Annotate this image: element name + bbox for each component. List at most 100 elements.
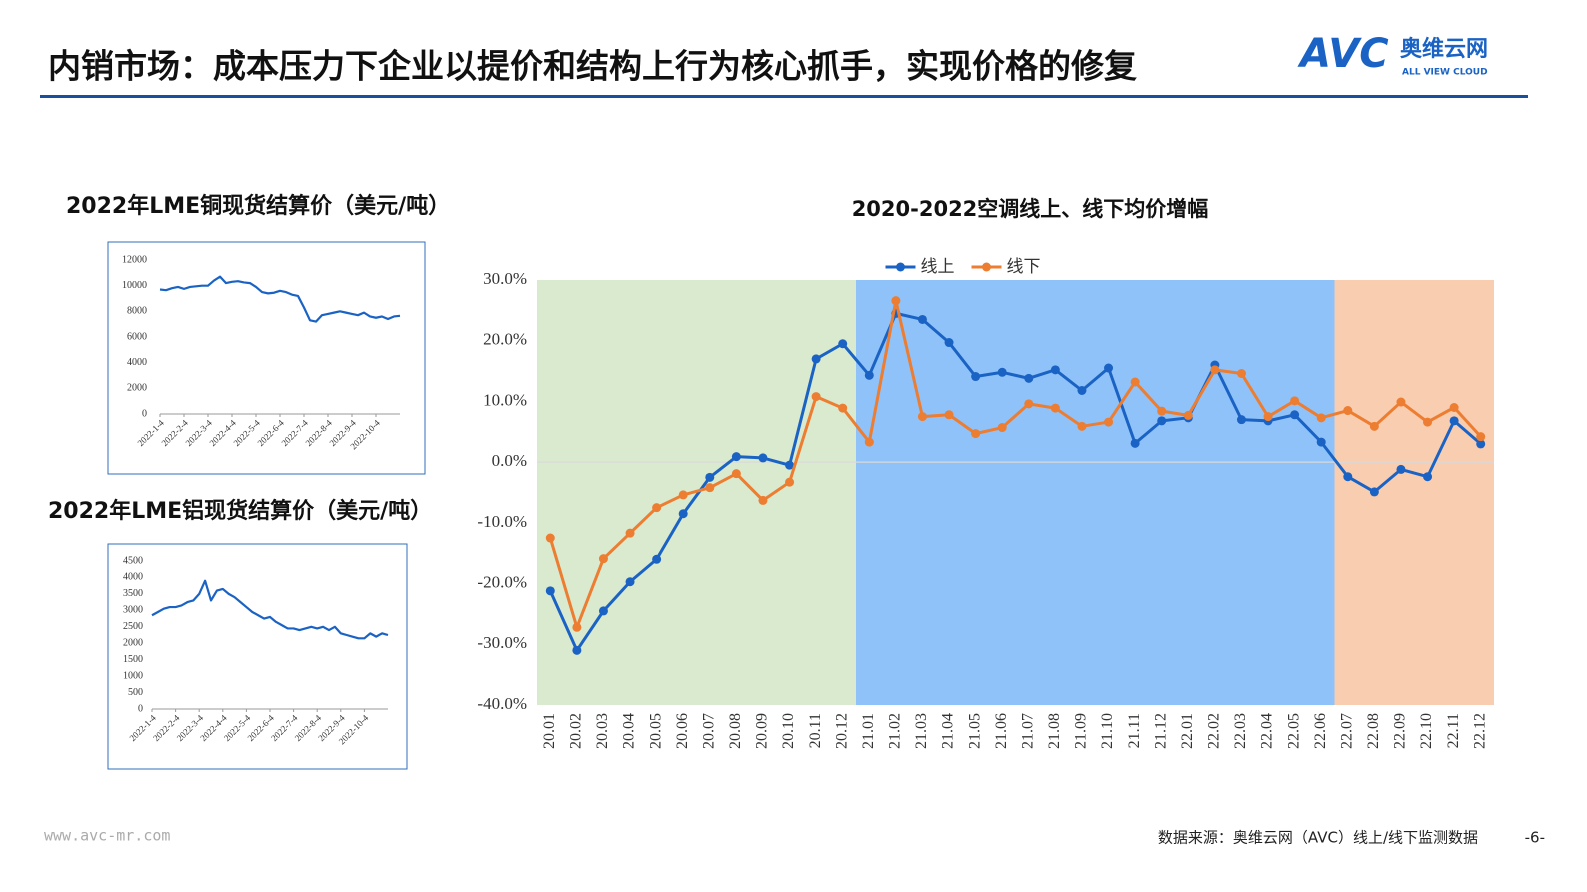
point [1343,406,1353,416]
y-tick-label: 2000 [127,383,147,394]
y-tick-label: 4000 [127,357,147,368]
point [1104,417,1114,427]
point [1077,421,1087,431]
point [1369,487,1379,497]
y-tick-label: 4500 [123,555,143,566]
point [1210,365,1220,375]
series-line [159,275,401,323]
x-tick-label: 21.07 [1019,713,1036,749]
point [971,372,981,382]
logo: AVC 奥维云网 ALL VIEW CLOUD [1297,31,1488,78]
x-tick-label: 22.05 [1285,713,1302,749]
footer-source: 数据来源：奥维云网（AVC）线上/线下监测数据 [1158,829,1478,847]
series-line [548,299,1482,629]
point [1290,396,1300,406]
y-tick-label: 6000 [127,331,147,342]
point [1104,363,1114,373]
y-tick-label: 4000 [123,572,143,583]
shaded-range [1334,280,1494,705]
point [944,410,954,420]
point [545,586,555,596]
y-tick-label: 500 [128,687,143,698]
footer-url: www.avc-mr.com [44,827,170,845]
point [997,423,1007,433]
x-tick-label: 20.08 [727,713,744,749]
point [1157,416,1167,426]
point [1396,397,1406,407]
point [838,339,848,349]
series-line [151,579,389,640]
point [1316,413,1326,423]
y-tick-label: 1500 [123,654,143,665]
x-tick-label: 20.11 [807,713,824,748]
point [1396,464,1406,474]
y-tick-label: 20.0% [483,330,527,349]
x-tick-label: 22.07 [1338,713,1355,749]
point [1236,369,1246,378]
x-tick-label: 22.02 [1206,713,1223,749]
point [545,533,555,543]
y-tick-label: 3000 [123,605,143,616]
x-tick-label: 21.04 [940,713,957,749]
point [785,477,795,487]
y-tick-label: 2000 [123,638,143,649]
y-tick-label: 2500 [123,621,143,632]
x-tick-label: 21.03 [913,713,930,749]
y-tick-label: 30.0% [483,269,527,288]
x-tick-label: 22.10 [1418,713,1435,749]
y-tick-label: 1000 [123,670,143,681]
point [864,370,874,380]
point [917,314,927,324]
shaded-range [856,280,1335,705]
point [1050,365,1060,375]
point [678,490,688,500]
x-tick-label: 21.12 [1152,713,1169,749]
point [1449,403,1459,412]
point [598,606,608,616]
x-tick-label: 22.01 [1179,713,1196,749]
point [1130,438,1140,448]
y-tick-label: -40.0% [477,694,527,713]
point [705,472,715,482]
x-tick-label: 21.05 [966,713,983,749]
slide-title: 内销市场：成本压力下企业以提价和结构上行为核心抓手，实现价格的修复 [48,47,1137,86]
point [1263,412,1273,422]
point [731,452,741,462]
x-tick-label: 22.06 [1312,713,1329,749]
point [1369,421,1379,431]
chart-frame [107,543,408,770]
y-tick-label: 10000 [122,280,147,291]
point [997,367,1007,377]
y-tick-label: 12000 [122,254,147,265]
x-tick-label: 20.05 [647,713,664,749]
series-line [548,311,1482,652]
point [758,495,768,505]
x-tick-label: 20.12 [833,713,850,749]
point [652,554,662,564]
x-tick-label: 21.09 [1073,713,1090,749]
point [917,412,927,422]
logo-name: 奥维云网 [1400,36,1488,62]
point [652,503,662,513]
point [785,460,795,470]
point [572,622,582,632]
point [1423,417,1433,427]
point [971,429,981,439]
x-tick-label: 20.09 [754,713,771,749]
point [1157,406,1167,416]
x-tick-label: 22.03 [1232,713,1249,749]
chart-title: 2022年LME铝现货结算价（美元/吨） [48,498,432,524]
legend-marker [896,262,905,272]
point [1476,432,1486,442]
x-tick-label: 20.10 [780,713,797,749]
logo-tagline: ALL VIEW CLOUD [1402,68,1488,78]
x-tick-label: 21.11 [1126,713,1143,748]
point [678,509,688,519]
x-tick-label: 20.03 [594,713,611,749]
y-tick-label: 0 [138,703,143,714]
x-tick-label: 21.08 [1046,713,1063,749]
point [1024,373,1034,383]
y-tick-label: 0.0% [492,451,527,470]
point [731,469,741,479]
